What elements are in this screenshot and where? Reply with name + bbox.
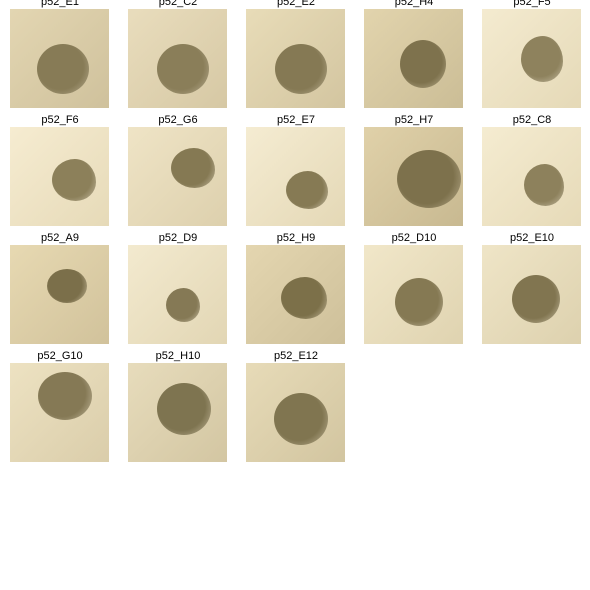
- well-tile: p52_E2: [246, 0, 346, 118]
- well-tile: p52_F6: [10, 114, 110, 236]
- colony-blob: [166, 288, 200, 322]
- colony-photo: [128, 363, 227, 462]
- well-tile: p52_A9: [10, 232, 110, 354]
- colony-photo: [10, 127, 109, 226]
- colony-blob: [395, 278, 443, 326]
- colony-blob: [52, 159, 96, 201]
- colony-blob: [400, 40, 446, 88]
- well-tile: p52_H10: [128, 350, 228, 472]
- well-label: p52_E1: [41, 0, 79, 8]
- well-label: p52_H7: [394, 114, 434, 126]
- colony-photo: [10, 9, 109, 108]
- well-tile: p52_F5: [482, 0, 582, 118]
- colony-photo: [482, 9, 581, 108]
- colony-photo: [246, 245, 345, 344]
- well-tile: p52_G10: [10, 350, 110, 472]
- well-label: p52_G6: [158, 114, 198, 126]
- colony-blob: [274, 393, 328, 445]
- well-label: p52_E10: [509, 232, 555, 244]
- well-label: p52_E12: [273, 350, 319, 362]
- well-tile: p52_H7: [364, 114, 464, 236]
- well-label: p52_E7: [277, 114, 315, 126]
- colony-photo: [364, 245, 463, 344]
- well-label: p52_H10: [155, 350, 201, 362]
- colony-blob: [521, 36, 563, 82]
- colony-photo: [10, 363, 109, 462]
- well-tile: p52_H4: [364, 0, 464, 118]
- colony-photo: [10, 245, 109, 344]
- well-label: p52_D9: [158, 232, 198, 244]
- well-tile: p52_D9: [128, 232, 228, 354]
- colony-photo: [128, 9, 227, 108]
- well-tile: p52_E12: [246, 350, 346, 472]
- well-tile: p52_E10: [482, 232, 582, 354]
- colony-blob: [47, 269, 87, 303]
- well-tile: p52_E7: [246, 114, 346, 236]
- colony-blob: [38, 372, 92, 420]
- colony-blob: [37, 44, 89, 94]
- colony-photo: [246, 9, 345, 108]
- colony-photo: [482, 245, 581, 344]
- well-tile: p52_C2: [128, 0, 228, 118]
- colony-photo: [128, 127, 227, 226]
- colony-photo: [128, 245, 227, 344]
- colony-blob: [275, 44, 327, 94]
- well-label: p52_A9: [41, 232, 79, 244]
- well-tile: p52_E1: [10, 0, 110, 118]
- colony-blob: [171, 148, 215, 188]
- well-label: p52_H9: [276, 232, 316, 244]
- well-label: p52_H4: [394, 0, 434, 8]
- colony-photo: [246, 363, 345, 462]
- colony-blob: [512, 275, 560, 323]
- well-tile: p52_C8: [482, 114, 582, 236]
- well-tile: p52_D10: [364, 232, 464, 354]
- colony-blob: [157, 44, 209, 94]
- colony-blob: [524, 164, 564, 206]
- colony-blob: [281, 277, 327, 319]
- well-label: p52_F5: [513, 0, 551, 8]
- colony-photo: [364, 9, 463, 108]
- well-label: p52_E2: [277, 0, 315, 8]
- colony-photo: [246, 127, 345, 226]
- colony-blob: [286, 171, 328, 209]
- well-tile: p52_H9: [246, 232, 346, 354]
- colony-photo: [364, 127, 463, 226]
- colony-blob: [157, 383, 211, 435]
- colony-photo: [482, 127, 581, 226]
- well-tile: p52_G6: [128, 114, 228, 236]
- well-label: p52_C8: [512, 114, 552, 126]
- well-label: p52_C2: [158, 0, 198, 8]
- well-label: p52_G10: [37, 350, 83, 362]
- well-label: p52_F6: [41, 114, 79, 126]
- colony-blob: [397, 150, 461, 208]
- well-label: p52_D10: [391, 232, 437, 244]
